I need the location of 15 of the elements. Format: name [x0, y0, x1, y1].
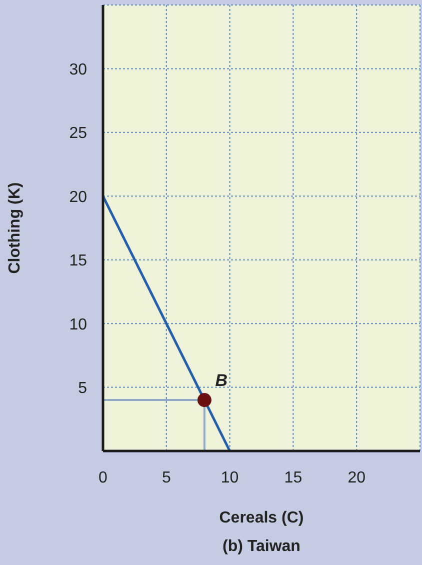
- y-tick-label: 30: [69, 61, 88, 78]
- y-tick-label: 15: [69, 252, 88, 270]
- x-tick-label: 10: [220, 469, 239, 486]
- x-tick-label: 15: [284, 469, 302, 486]
- y-tick-label: 25: [69, 125, 88, 142]
- annotation: B: [215, 371, 228, 390]
- text: (b) Taiwan: [222, 538, 302, 556]
- y-tick-label: 20: [69, 188, 88, 206]
- y-tick-label: 10: [69, 316, 88, 334]
- y-tick-label: 5: [78, 380, 88, 397]
- x-tick-label: 0: [98, 469, 108, 486]
- x-tick-label: 5: [162, 469, 171, 486]
- x-axis-title: Cereals (C): [219, 509, 304, 526]
- x-tick-label: 20: [348, 469, 366, 486]
- y-axis-title: Clothing (K): [6, 182, 24, 274]
